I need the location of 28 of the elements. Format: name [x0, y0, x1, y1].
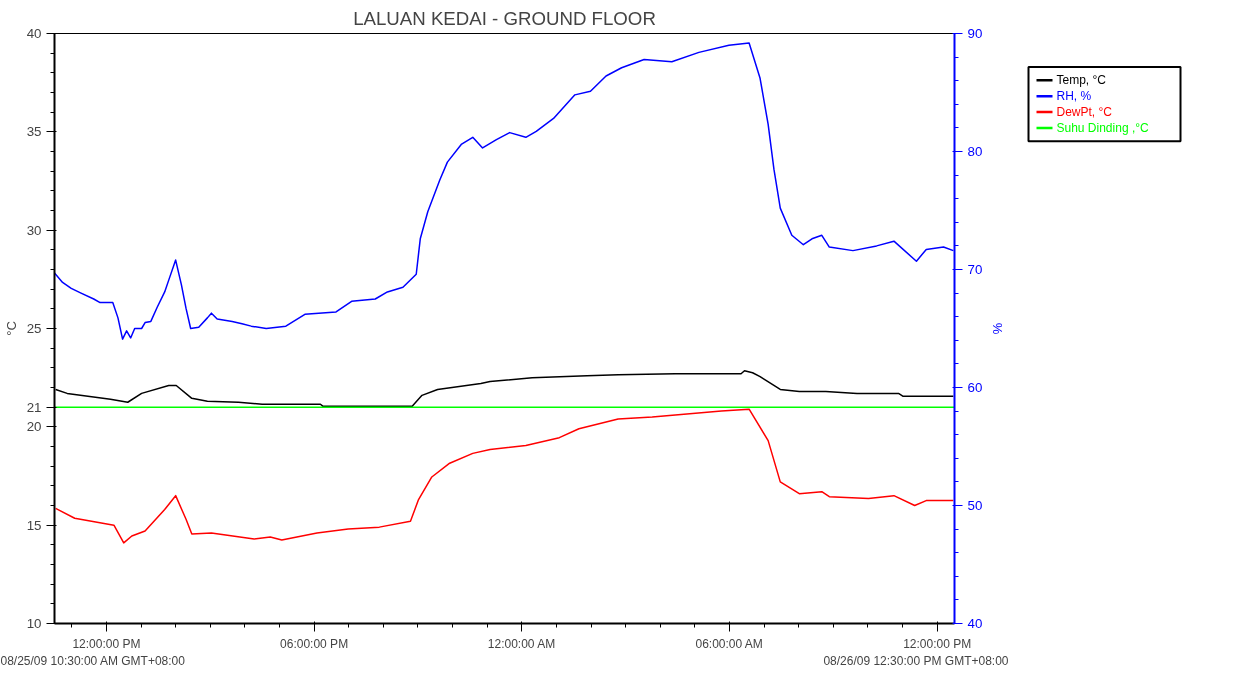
legend-label: RH, %: [1056, 89, 1092, 104]
y2-axis-title: %: [990, 322, 1006, 335]
y2-tick-label: 60: [967, 380, 983, 395]
legend-label: Suhu Dinding ,°C: [1056, 120, 1150, 135]
legend-label: Temp, °C: [1056, 73, 1107, 88]
y-axis-title: °C: [3, 321, 19, 336]
y2-tick-label: 90: [967, 26, 983, 41]
y2-tick-label: 40: [967, 616, 983, 631]
y2-tick-label: 50: [967, 498, 983, 513]
y-tick-label: 40: [26, 26, 42, 41]
x-tick-label: 12:00:00 PM: [72, 636, 141, 651]
x-tick-label: 12:00:00 PM: [903, 636, 972, 651]
y2-tick-label: 70: [967, 262, 983, 277]
x-tick-label: 06:00:00 AM: [695, 636, 763, 651]
y2-tick-label: 80: [967, 144, 983, 159]
y-tick-label: 20: [26, 419, 42, 435]
y-tick-label: 30: [26, 222, 42, 238]
x-tick-label: 06:00:00 PM: [280, 636, 349, 651]
chart-title: LALUAN KEDAI - GROUND FLOOR: [353, 7, 656, 29]
x-tick-label: 12:00:00 AM: [487, 636, 556, 651]
legend-label: DewPt, °C: [1056, 105, 1113, 120]
y-tick-label: 10: [26, 616, 42, 631]
text: 08/26/09 12:30:00 PM GMT+08:00: [823, 653, 1009, 668]
y-tick-label: 35: [26, 124, 42, 140]
y-tick-label: 15: [26, 517, 42, 533]
y-tick-label: 21: [26, 399, 42, 415]
y-tick-label: 25: [26, 321, 42, 336]
text: 08/25/09 10:30:00 AM GMT+08:00: [0, 653, 186, 668]
